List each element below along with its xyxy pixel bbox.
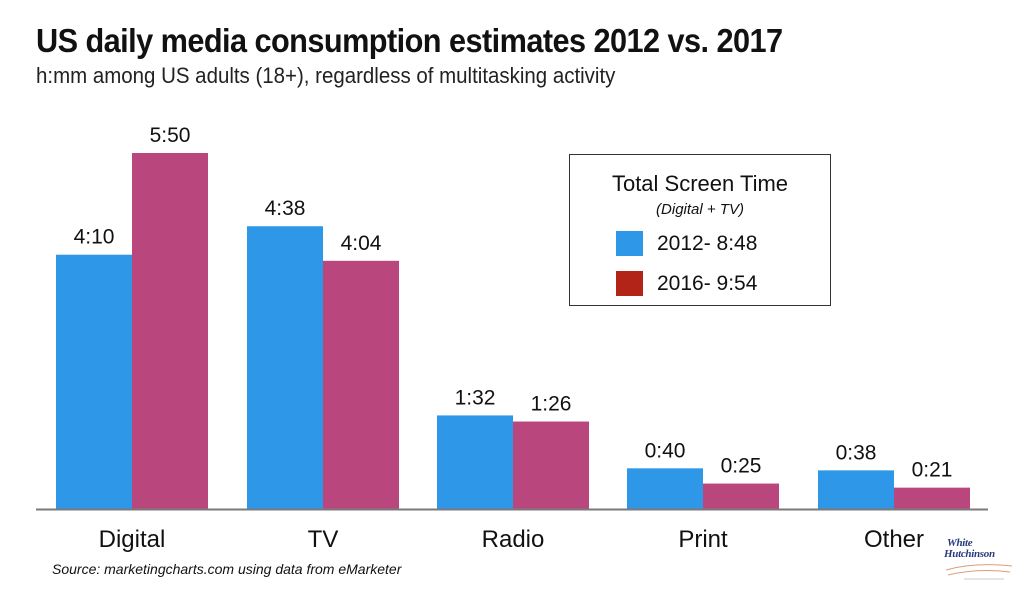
data-label-tv-2017: 4:04: [341, 232, 382, 255]
legend-swatch-2016: [616, 271, 643, 296]
logo-line-2: Hutchinson: [944, 548, 995, 560]
legend-swatch-2012: [616, 231, 643, 256]
data-label-radio-2017: 1:26: [531, 393, 572, 416]
data-label-digital-2017: 5:50: [150, 124, 191, 147]
data-label-print-2017: 0:25: [721, 455, 762, 478]
x-tick-label-other: Other: [864, 526, 924, 553]
logo-line-1: White: [947, 537, 973, 549]
legend: Total Screen Time (Digital + TV) 2012- 8…: [569, 154, 831, 306]
source-note: Source: marketingcharts.com using data f…: [52, 561, 402, 577]
chart-title: US daily media consumption estimates 201…: [36, 22, 783, 59]
x-tick-label-tv: TV: [308, 526, 339, 553]
x-tick-label-digital: Digital: [99, 526, 166, 553]
legend-item-2012: 2012- 8:48: [616, 231, 757, 256]
data-label-radio-2012: 1:32: [455, 386, 496, 409]
bar-print-2012: [627, 468, 703, 509]
bar-other-2012: [818, 470, 894, 509]
x-tick-label-radio: Radio: [482, 526, 545, 553]
bar-radio-2012: [437, 415, 513, 509]
data-label-print-2012: 0:40: [645, 439, 686, 462]
bar-other-2017: [894, 487, 970, 509]
legend-subtitle: (Digital + TV): [656, 201, 744, 218]
data-label-digital-2012: 4:10: [74, 226, 115, 249]
data-label-other-2017: 0:21: [912, 459, 953, 482]
legend-label-2012: 2012- 8:48: [657, 231, 758, 255]
bar-tv-2017: [323, 260, 399, 509]
bar-radio-2017: [513, 421, 589, 509]
legend-title: Total Screen Time: [611, 171, 789, 196]
bar-digital-2012: [56, 254, 132, 509]
bar-print-2017: [703, 483, 779, 509]
data-label-other-2012: 0:38: [836, 441, 877, 464]
logo-swoosh-icon: [945, 564, 1013, 580]
x-tick-label-print: Print: [678, 526, 728, 553]
data-label-tv-2012: 4:38: [265, 197, 306, 220]
white-hutchinson-logo: White Hutchinson: [944, 538, 1016, 584]
bar-tv-2012: [247, 226, 323, 509]
bar-digital-2017: [132, 153, 208, 509]
chart-subtitle: h:mm among US adults (18+), regardless o…: [36, 63, 616, 88]
legend-item-2016: 2016- 9:54: [616, 271, 757, 296]
legend-label-2016: 2016- 9:54: [657, 271, 758, 295]
